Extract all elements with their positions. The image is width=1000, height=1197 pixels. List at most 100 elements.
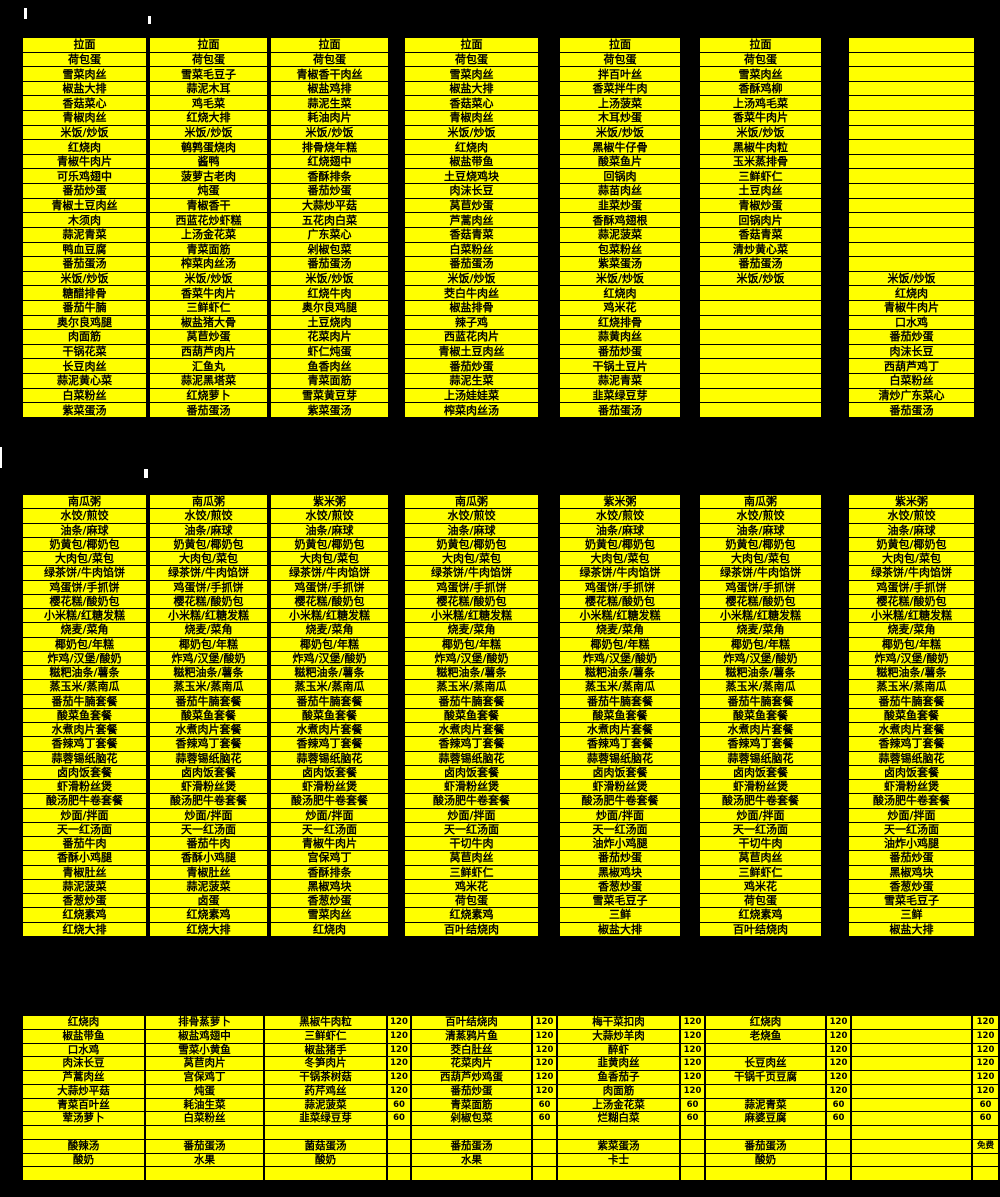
menu-cell[interactable]: 卤肉饭套餐 (559, 764, 681, 780)
menu-cell[interactable]: 番茄蛋汤 (22, 256, 147, 272)
menu-cell[interactable]: 雪菜毛豆子 (848, 893, 975, 909)
menu-cell[interactable]: 鹌鹑蛋烧肉 (149, 139, 268, 155)
menu-cell[interactable]: 包菜粉丝 (559, 241, 681, 258)
menu-cell[interactable]: 紫菜蛋汤 (22, 402, 147, 418)
menu-cell[interactable] (22, 1166, 145, 1181)
menu-cell[interactable]: 椰奶包/年糕 (848, 636, 975, 652)
menu-cell[interactable]: 上汤金花菜 (557, 1097, 680, 1113)
menu-cell[interactable]: 水煮肉片套餐 (559, 722, 681, 738)
menu-cell[interactable]: 青椒肚丝 (149, 864, 268, 880)
menu-cell[interactable]: 120 (826, 1015, 851, 1030)
menu-cell[interactable]: 酸菜鱼套餐 (22, 707, 147, 723)
menu-cell[interactable] (848, 197, 975, 214)
menu-cell[interactable]: 绿茶饼/牛肉馅饼 (404, 565, 539, 581)
menu-cell[interactable]: 青椒土豆肉丝 (22, 197, 147, 214)
menu-cell[interactable]: 红烧素鸡 (22, 907, 147, 923)
menu-cell[interactable]: 酸菜鱼片 (559, 153, 681, 170)
menu-cell[interactable]: 拌百叶丝 (559, 66, 681, 82)
menu-cell[interactable] (848, 256, 975, 272)
menu-cell[interactable]: 黑椒鸡块 (270, 878, 389, 894)
menu-cell[interactable]: 茭白牛肉丝 (404, 285, 539, 301)
menu-cell[interactable]: 酸汤肥牛卷套餐 (270, 793, 389, 809)
menu-cell[interactable]: 油条/麻球 (149, 522, 268, 538)
menu-cell[interactable]: 120 (387, 1028, 411, 1044)
menu-cell[interactable]: 荷包蛋 (404, 893, 539, 909)
menu-cell[interactable]: 糍粑油条/薯条 (559, 665, 681, 681)
menu-cell[interactable]: 番茄炒蛋 (411, 1083, 532, 1099)
menu-cell[interactable] (705, 1125, 826, 1140)
menu-cell[interactable] (848, 226, 975, 243)
menu-cell[interactable] (848, 168, 975, 185)
menu-cell[interactable]: 天一红汤面 (22, 821, 147, 837)
menu-cell[interactable]: 红烧素鸡 (149, 907, 268, 923)
menu-cell[interactable] (557, 1166, 680, 1181)
menu-cell[interactable]: 水煮肉片套餐 (22, 722, 147, 738)
menu-cell[interactable]: 西葫芦鸡丁 (848, 358, 975, 375)
menu-cell[interactable]: 水煮肉片套餐 (404, 722, 539, 738)
menu-cell[interactable]: 樱花糕/酸奶包 (699, 593, 822, 609)
menu-cell[interactable]: 120 (532, 1083, 557, 1099)
menu-cell[interactable]: 雪菜黄豆芽 (270, 387, 389, 404)
menu-cell[interactable]: 荷包蛋 (699, 51, 822, 68)
menu-cell[interactable] (972, 1166, 999, 1181)
menu-cell[interactable] (699, 343, 822, 360)
menu-cell[interactable]: 黑椒牛肉粒 (264, 1015, 387, 1030)
menu-cell[interactable]: 红烧牛肉 (270, 285, 389, 301)
menu-cell[interactable]: 120 (532, 1042, 557, 1058)
menu-cell[interactable]: 60 (972, 1097, 999, 1113)
menu-cell[interactable]: 水煮肉片套餐 (149, 722, 268, 738)
menu-cell[interactable]: 鸡蛋饼/手抓饼 (404, 579, 539, 595)
menu-cell[interactable]: 红烧大排 (149, 110, 268, 126)
menu-cell[interactable] (411, 1166, 532, 1181)
menu-cell[interactable]: 油炸小鸡腿 (848, 836, 975, 852)
menu-cell[interactable]: 雪菜肉丝 (22, 66, 147, 82)
menu-cell[interactable] (680, 1152, 705, 1168)
menu-cell[interactable]: 红烧肉 (22, 139, 147, 155)
menu-cell[interactable]: 紫米粥 (270, 494, 389, 510)
menu-cell[interactable]: 蒜蓉锡纸脑花 (404, 750, 539, 766)
menu-cell[interactable]: 天一红汤面 (270, 821, 389, 837)
menu-cell[interactable]: 番茄炒蛋 (270, 183, 389, 199)
menu-cell[interactable] (145, 1125, 264, 1140)
menu-cell[interactable] (264, 1166, 387, 1181)
menu-cell[interactable]: 番茄炒蛋 (848, 850, 975, 866)
menu-cell[interactable]: 蒸玉米/蒸南瓜 (22, 679, 147, 695)
menu-cell[interactable] (264, 1125, 387, 1140)
menu-cell[interactable] (387, 1166, 411, 1181)
menu-cell[interactable]: 香辣鸡丁套餐 (559, 736, 681, 752)
menu-cell[interactable]: 120 (680, 1015, 705, 1030)
menu-cell[interactable]: 香菜牛肉片 (149, 285, 268, 301)
menu-cell[interactable]: 烧麦/菜角 (699, 622, 822, 638)
menu-cell[interactable]: 蒜泥黑塔菜 (149, 373, 268, 389)
menu-cell[interactable]: 水饺/煎饺 (699, 508, 822, 524)
menu-cell[interactable]: 三鲜虾仁 (699, 168, 822, 185)
menu-cell[interactable]: 香辣鸡丁套餐 (149, 736, 268, 752)
menu-cell[interactable] (848, 95, 975, 112)
menu-cell[interactable]: 天一红汤面 (699, 821, 822, 837)
menu-cell[interactable]: 椒盐带鱼 (22, 1028, 145, 1044)
menu-cell[interactable]: 香酥鸡翅根 (559, 212, 681, 228)
menu-cell[interactable] (851, 1056, 972, 1071)
menu-cell[interactable]: 蒜黄肉丝 (559, 329, 681, 345)
menu-cell[interactable]: 番茄蛋汤 (404, 256, 539, 272)
menu-cell[interactable]: 大肉包/菜包 (404, 551, 539, 567)
menu-cell[interactable]: 樱花糕/酸奶包 (559, 593, 681, 609)
menu-cell[interactable]: 蒜泥菠菜 (22, 878, 147, 894)
menu-cell[interactable]: 卤肉饭套餐 (699, 764, 822, 780)
menu-cell[interactable]: 120 (387, 1083, 411, 1099)
menu-cell[interactable]: 60 (826, 1097, 851, 1113)
menu-cell[interactable]: 糍粑油条/薯条 (149, 665, 268, 681)
menu-cell[interactable]: 虾滑粉丝煲 (270, 779, 389, 795)
menu-cell[interactable]: 长豆肉丝 (22, 358, 147, 375)
menu-cell[interactable]: 绿茶饼/牛肉馅饼 (22, 565, 147, 581)
menu-cell[interactable]: 番茄炒蛋 (559, 850, 681, 866)
menu-cell[interactable]: 拉面 (22, 37, 147, 53)
menu-cell[interactable]: 莴苣肉片 (145, 1056, 264, 1071)
menu-cell[interactable]: 大肉包/菜包 (848, 551, 975, 567)
menu-cell[interactable]: 蒜蓉锡纸脑花 (270, 750, 389, 766)
menu-cell[interactable]: 水饺/煎饺 (559, 508, 681, 524)
menu-cell[interactable]: 炖蛋 (149, 183, 268, 199)
menu-cell[interactable]: 120 (826, 1028, 851, 1044)
menu-cell[interactable] (848, 183, 975, 199)
menu-cell[interactable]: 青椒香干 (149, 197, 268, 214)
